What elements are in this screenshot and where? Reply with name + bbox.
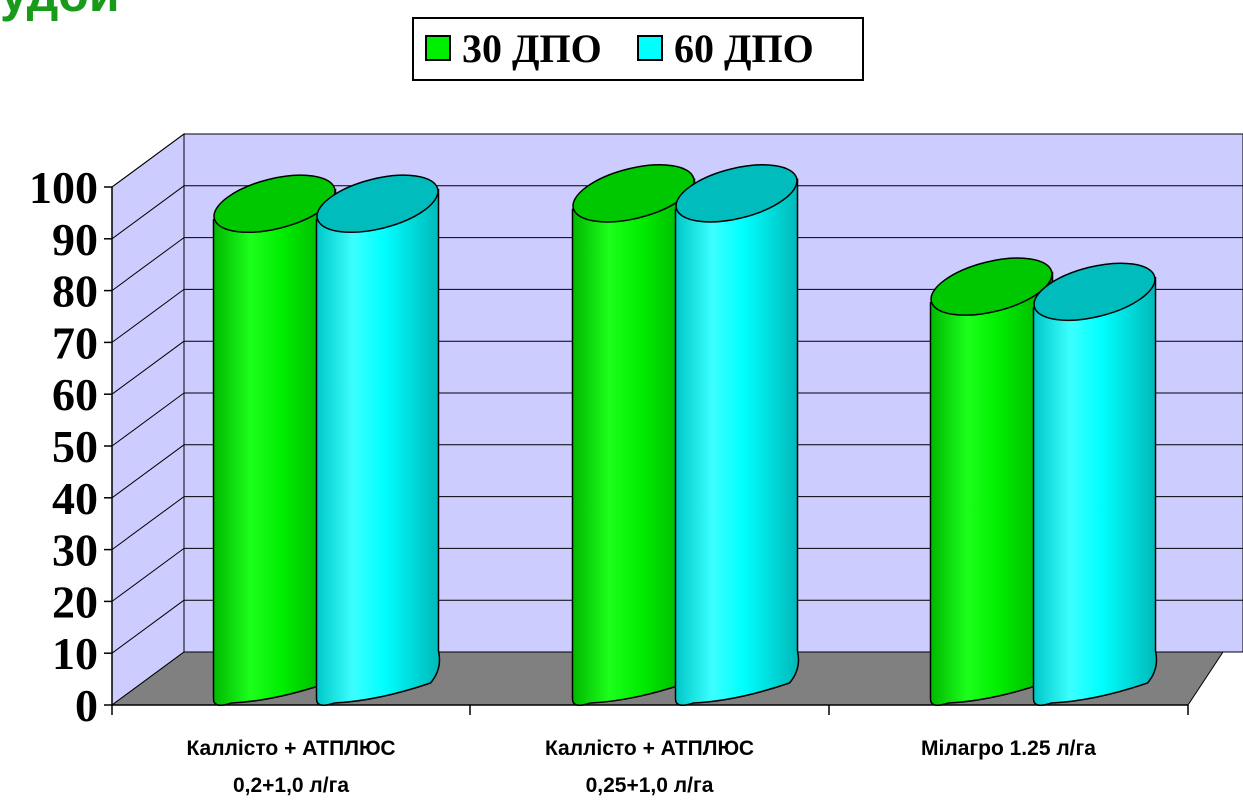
legend-label-2: 60 ДПО <box>674 26 814 71</box>
y-tick-label: 60 <box>52 369 98 420</box>
category-label: 0,25+1,0 л/га <box>586 774 714 797</box>
gridline-side <box>111 547 185 602</box>
bar-body-2-1 <box>315 188 441 706</box>
y-tick-label: 20 <box>52 576 98 627</box>
bar-top-1-2 <box>572 164 695 223</box>
bar-top-2-1 <box>316 174 439 233</box>
category-label: Мілагро 1.25 л/га <box>921 737 1096 760</box>
bar-top-1-3 <box>930 257 1053 316</box>
gridline-side <box>111 133 185 188</box>
y-tick-label: 80 <box>52 266 98 317</box>
bar-top-1-1 <box>213 174 336 233</box>
category-label: 0,2+1,0 л/га <box>233 774 349 797</box>
y-tick-label: 50 <box>52 421 98 472</box>
y-tick-label: 0 <box>75 680 98 731</box>
bar-body-2-3 <box>1032 276 1158 706</box>
y-tick-label: 90 <box>52 214 98 265</box>
gridline-side <box>111 340 185 395</box>
legend-swatch-2 <box>637 35 663 61</box>
bar-body-2-2 <box>674 178 800 706</box>
category-label: Каллісто + АТПЛЮС <box>186 737 395 760</box>
category-label: Каллісто + АТПЛЮС <box>545 737 754 760</box>
gridline-side <box>111 599 185 654</box>
legend-label-1: 30 ДПО <box>462 26 602 71</box>
y-tick-label: 10 <box>52 628 98 679</box>
gridline-side <box>111 185 185 240</box>
gridline-side <box>111 288 185 343</box>
y-tick-label: 100 <box>29 162 98 213</box>
gridline-side <box>111 392 185 447</box>
bar-top-2-2 <box>675 164 798 223</box>
y-tick-label: 30 <box>52 525 98 576</box>
legend-swatch-1 <box>425 35 451 61</box>
gridline-side <box>111 444 185 499</box>
y-tick-label: 40 <box>52 473 98 524</box>
gridline-side <box>111 237 185 292</box>
bar-top-2-3 <box>1033 262 1156 322</box>
slide-title-fragment: удой <box>0 0 120 22</box>
gridline-side <box>111 496 185 551</box>
y-tick-label: 70 <box>52 317 98 368</box>
